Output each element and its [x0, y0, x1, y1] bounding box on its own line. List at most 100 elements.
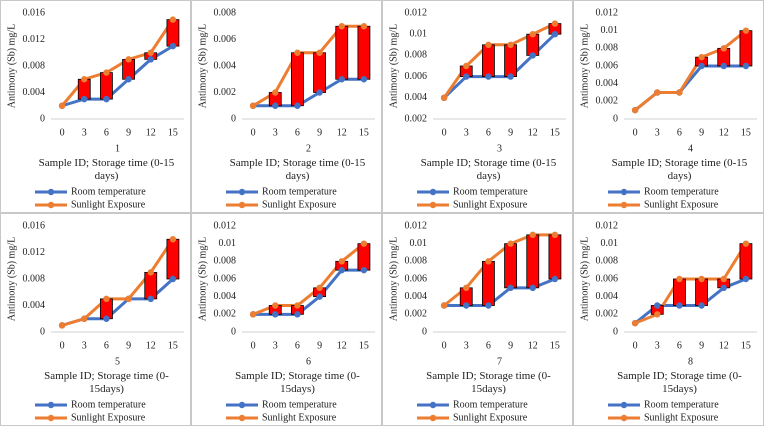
- panel-title: 1: [115, 143, 120, 154]
- x-tick-label: 3: [273, 340, 278, 351]
- chart: Antimony (Sb) mg/L 0 0.004 0.008 0.012 0.016 0…: [6, 220, 184, 423]
- series-marker: [58, 322, 66, 329]
- x-tick-label: 12: [337, 127, 347, 138]
- series-marker: [294, 102, 301, 109]
- x-tick-label: 3: [82, 340, 87, 351]
- hi-lo-bar: [482, 260, 495, 306]
- y-axis-label: Antimony (Sb) mg/L: [388, 237, 399, 321]
- x-tick-label: 3: [82, 127, 87, 138]
- legend-marker: [47, 401, 55, 409]
- series-marker: [294, 49, 301, 56]
- x-tick-label: 0: [60, 127, 65, 138]
- series-marker: [81, 95, 88, 103]
- hi-lo-bar: [166, 19, 180, 47]
- series-marker: [463, 302, 470, 309]
- y-tick-label: 0.004: [405, 92, 428, 103]
- y-tick-label: 0.002: [214, 309, 237, 320]
- series-marker: [272, 302, 279, 309]
- series-marker: [720, 62, 727, 70]
- x-tick-label: 3: [464, 340, 469, 351]
- y-tick-label: 0.004: [214, 60, 237, 71]
- x-tick-label: 9: [699, 127, 704, 138]
- x-tick-label: 6: [486, 127, 491, 138]
- y-tick-label: 0.008: [214, 7, 237, 18]
- y-tick-label: 0.004: [23, 300, 46, 311]
- y-axis-label: Antimony (Sb) mg/L: [388, 24, 399, 108]
- chart-panel: Antimony (Sb) mg/L 0 0.002 0.004 0.006 0.008 0…: [382, 213, 573, 426]
- legend-marker: [47, 414, 55, 422]
- hi-lo-bar: [673, 278, 686, 306]
- y-tick-label: 0.008: [405, 50, 428, 61]
- legend-label: Room temperature: [71, 186, 146, 197]
- series-marker: [720, 45, 727, 52]
- y-tick-label: 0.008: [405, 256, 428, 267]
- x-axis-label: Sample ID; Storage time (0-15days): [235, 370, 360, 395]
- x-tick-label: 9: [317, 127, 322, 138]
- y-tick-label: 0.002: [214, 87, 237, 98]
- x-axis-label: Sample ID; Storage time (0-15days): [44, 370, 169, 395]
- series-marker: [463, 62, 470, 70]
- chart-panel: Antimony (Sb) mg/L 0 0.002 0.004 0.006 0.008 0…: [573, 213, 764, 426]
- legend-label: Sunlight Exposure: [644, 199, 719, 210]
- hi-lo-bar: [695, 278, 708, 306]
- series-marker: [440, 94, 448, 102]
- series-marker: [338, 23, 345, 30]
- series-marker: [103, 69, 110, 76]
- chart: Antimony (Sb) mg/L 0 0.002 0.004 0.006 0.008 0…: [579, 220, 757, 423]
- y-tick-label: 0.016: [23, 7, 46, 18]
- legend-label: Room temperature: [453, 186, 528, 197]
- panel-title: 6: [306, 356, 311, 367]
- x-tick-label: 12: [146, 340, 156, 351]
- legend-marker: [620, 414, 628, 422]
- legend-label: Room temperature: [71, 399, 146, 410]
- series-marker: [720, 284, 727, 292]
- y-tick-label: 0.004: [596, 78, 619, 89]
- x-tick-label: 15: [359, 127, 369, 138]
- x-tick-label: 9: [699, 340, 704, 351]
- x-tick-label: 0: [60, 340, 65, 351]
- legend-label: Sunlight Exposure: [453, 199, 528, 210]
- series-marker: [485, 258, 492, 265]
- x-tick-label: 6: [295, 127, 300, 138]
- legend-marker: [429, 188, 437, 196]
- y-tick-label: 0.012: [23, 247, 46, 258]
- y-tick-label: 0.008: [23, 273, 46, 284]
- y-tick-label: 0: [231, 113, 236, 124]
- series-marker: [338, 258, 345, 265]
- y-tick-label: 0.01: [601, 238, 619, 249]
- y-tick-label: 0: [40, 326, 45, 337]
- panel-title: 3: [497, 143, 502, 154]
- hi-lo-bar: [739, 30, 753, 67]
- series-marker: [316, 293, 323, 300]
- y-tick-label: 0.016: [23, 220, 46, 231]
- y-tick-label: 0: [422, 326, 427, 337]
- series-marker: [654, 311, 661, 318]
- x-tick-label: 6: [104, 127, 109, 138]
- x-tick-label: 3: [655, 127, 660, 138]
- series-marker: [272, 311, 279, 318]
- series-marker: [360, 76, 368, 83]
- hi-lo-bar: [335, 25, 349, 80]
- x-tick-label: 6: [677, 127, 682, 138]
- series-marker: [551, 231, 559, 239]
- chart-panel: Antimony (Sb) mg/L 0 0.002 0.004 0.006 0.008 0…: [191, 0, 382, 213]
- series-marker: [147, 49, 154, 56]
- legend-label: Room temperature: [262, 186, 337, 197]
- y-tick-label: 0.012: [214, 220, 237, 231]
- legend-label: Sunlight Exposure: [71, 412, 146, 423]
- y-tick-label: 0.01: [601, 25, 619, 36]
- y-tick-label: 0.012: [405, 220, 428, 231]
- series-marker: [631, 106, 639, 114]
- y-tick-label: 0.002: [596, 309, 619, 320]
- x-axis-label: Sample ID; Storage time (0-15 days): [229, 157, 366, 182]
- series-marker: [147, 269, 154, 276]
- series-marker: [125, 76, 132, 83]
- series-marker: [742, 240, 750, 247]
- series-marker: [169, 236, 177, 243]
- series-marker: [316, 49, 323, 56]
- series-marker: [485, 41, 492, 48]
- hi-lo-bar: [548, 234, 562, 280]
- hi-lo-bar: [357, 243, 371, 271]
- series-marker: [720, 275, 727, 283]
